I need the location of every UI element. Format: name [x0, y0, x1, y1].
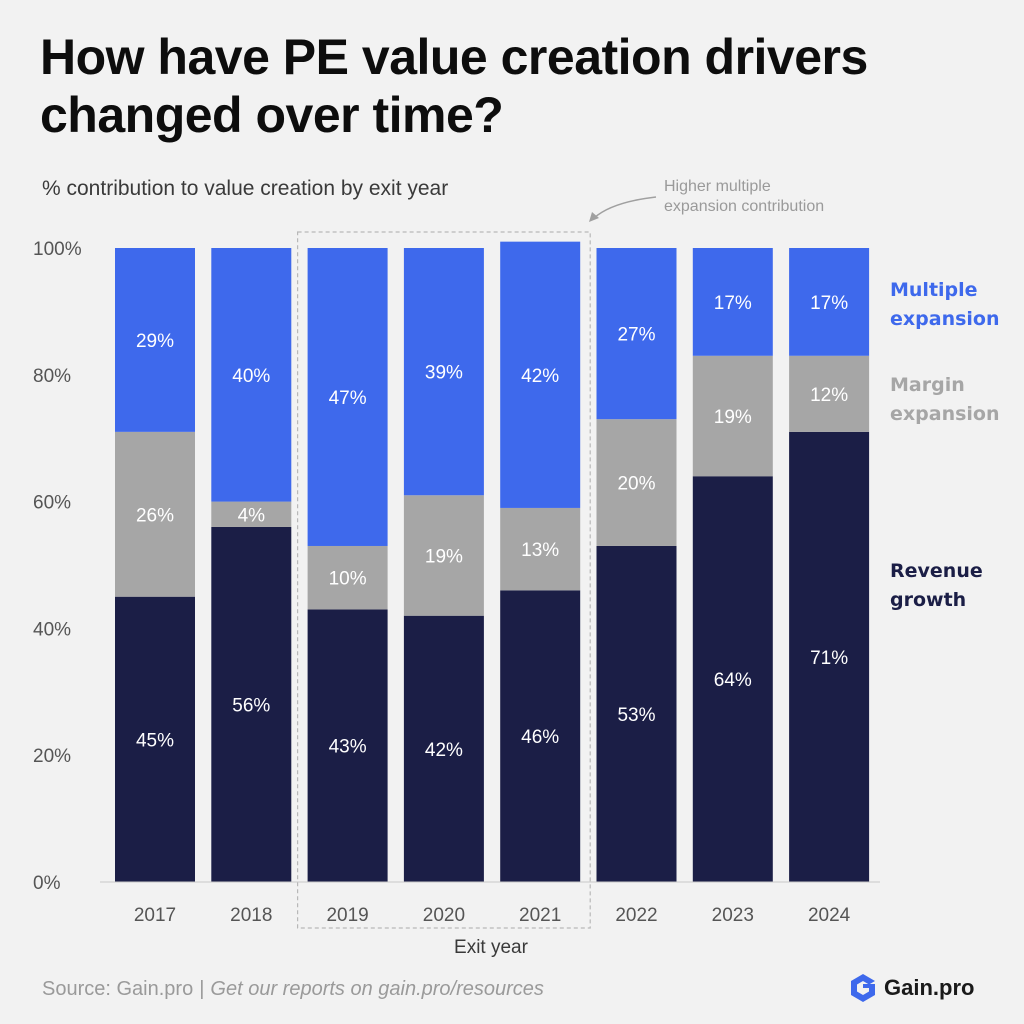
data-label-revenue-growth-2017: 45%: [136, 730, 174, 751]
data-label-multiple-expansion-2019: 47%: [329, 388, 367, 409]
x-axis-title: Exit year: [454, 937, 529, 958]
highlight-box: [297, 231, 591, 929]
legend-multiple-expansion: Multiple expansion: [890, 276, 1000, 334]
y-tick-label-100: 100%: [33, 239, 82, 260]
data-label-multiple-expansion-2018: 40%: [232, 366, 270, 387]
data-label-revenue-growth-2019: 43%: [329, 737, 367, 758]
legend-revenue-line-1: Revenue: [890, 560, 983, 582]
data-label-margin-expansion-2021: 13%: [521, 540, 559, 561]
data-label-revenue-growth-2018: 56%: [232, 695, 270, 716]
legend-margin-line-2: expansion: [890, 403, 1000, 425]
bar-margin-expansion-2023: [692, 355, 773, 477]
bar-multiple-expansion-2022: [596, 248, 677, 420]
bar-multiple-expansion-2019: [307, 248, 388, 546]
y-tick-label-20: 20%: [33, 746, 71, 767]
bar-multiple-expansion-2018: [211, 248, 292, 502]
brand-logo[interactable]: Gain.pro: [848, 972, 974, 1004]
y-tick-label-40: 40%: [33, 619, 71, 640]
source-separator: |: [199, 978, 205, 1000]
data-label-margin-expansion-2020: 19%: [425, 546, 463, 567]
data-label-multiple-expansion-2024: 17%: [810, 293, 848, 314]
data-label-revenue-growth-2024: 71%: [810, 648, 848, 669]
highlight-annotation: Higher multiple expansion contribution: [664, 177, 824, 217]
bar-revenue-growth-2019: [307, 609, 388, 882]
bar-multiple-expansion-2024: [789, 248, 870, 356]
bar-multiple-expansion-2023: [692, 248, 773, 356]
annotation-line-1: Higher multiple: [664, 178, 771, 195]
y-tick-label-0: 0%: [33, 873, 61, 894]
data-label-margin-expansion-2024: 12%: [810, 385, 848, 406]
data-label-margin-expansion-2019: 10%: [329, 569, 367, 590]
bar-margin-expansion-2019: [307, 545, 388, 610]
legend-revenue-growth: Revenue growth: [890, 557, 983, 615]
data-label-multiple-expansion-2017: 29%: [136, 331, 174, 352]
bar-margin-expansion-2018: [211, 501, 292, 527]
x-tick-label-2024: 2024: [808, 905, 851, 926]
data-label-revenue-growth-2022: 53%: [617, 705, 655, 726]
bar-multiple-expansion-2021: [500, 241, 581, 508]
reports-link[interactable]: Get our reports on gain.pro/resources: [210, 978, 544, 1000]
bar-multiple-expansion-2017: [115, 248, 195, 432]
chart-title: How have PE value creation drivers chang…: [40, 29, 868, 143]
bar-revenue-growth-2024: [789, 431, 870, 882]
annotation-line-2: expansion contribution: [664, 198, 825, 215]
bar-revenue-growth-2020: [403, 615, 484, 882]
x-tick-label-2022: 2022: [615, 905, 657, 926]
data-label-margin-expansion-2017: 26%: [136, 505, 174, 526]
data-label-revenue-growth-2023: 64%: [714, 670, 752, 691]
legend-multiple-line-2: expansion: [890, 308, 1000, 330]
data-label-margin-expansion-2022: 20%: [617, 474, 655, 495]
data-label-multiple-expansion-2023: 17%: [714, 293, 752, 314]
annotation-arrow: [593, 196, 657, 219]
x-tick-label-2018: 2018: [230, 905, 272, 926]
x-tick-label-2017: 2017: [134, 905, 176, 926]
x-tick-label-2023: 2023: [712, 905, 754, 926]
bar-margin-expansion-2021: [500, 507, 581, 591]
x-tick-label-2021: 2021: [519, 905, 561, 926]
bar-margin-expansion-2017: [115, 431, 195, 597]
gain-pro-logo-icon: [851, 974, 875, 1002]
bar-revenue-growth-2021: [500, 590, 581, 882]
bar-margin-expansion-2024: [789, 355, 870, 432]
annotation-arrowhead: [589, 212, 599, 222]
bar-margin-expansion-2020: [403, 495, 484, 616]
bar-revenue-growth-2018: [211, 526, 292, 882]
legend-margin-expansion: Margin expansion: [890, 371, 1000, 429]
bar-revenue-growth-2017: [115, 596, 195, 882]
bar-margin-expansion-2022: [596, 419, 677, 546]
bar-revenue-growth-2022: [596, 545, 677, 882]
chart-subtitle: % contribution to value creation by exit…: [42, 177, 449, 200]
bar-multiple-expansion-2020: [403, 248, 484, 496]
y-tick-label-60: 60%: [33, 493, 71, 514]
x-tick-label-2020: 2020: [423, 905, 465, 926]
x-tick-label-2019: 2019: [326, 905, 368, 926]
data-label-multiple-expansion-2022: 27%: [617, 325, 655, 346]
data-label-margin-expansion-2023: 19%: [714, 407, 752, 428]
legend-multiple-line-1: Multiple: [890, 279, 978, 301]
data-label-revenue-growth-2021: 46%: [521, 727, 559, 748]
source-text: Source: Gain.pro: [42, 978, 194, 1000]
brand-name: Gain.pro: [884, 975, 975, 1000]
legend-revenue-line-2: growth: [890, 589, 967, 611]
data-label-margin-expansion-2018: 4%: [238, 505, 266, 526]
source-note: Source: Gain.pro | Get our reports on gain…: [42, 978, 544, 1001]
legend-margin-line-1: Margin: [890, 374, 965, 396]
data-label-multiple-expansion-2020: 39%: [425, 363, 463, 384]
data-label-multiple-expansion-2021: 42%: [521, 366, 559, 387]
data-label-revenue-growth-2020: 42%: [425, 740, 463, 761]
bar-revenue-growth-2023: [692, 476, 773, 882]
y-tick-label-80: 80%: [33, 366, 71, 387]
